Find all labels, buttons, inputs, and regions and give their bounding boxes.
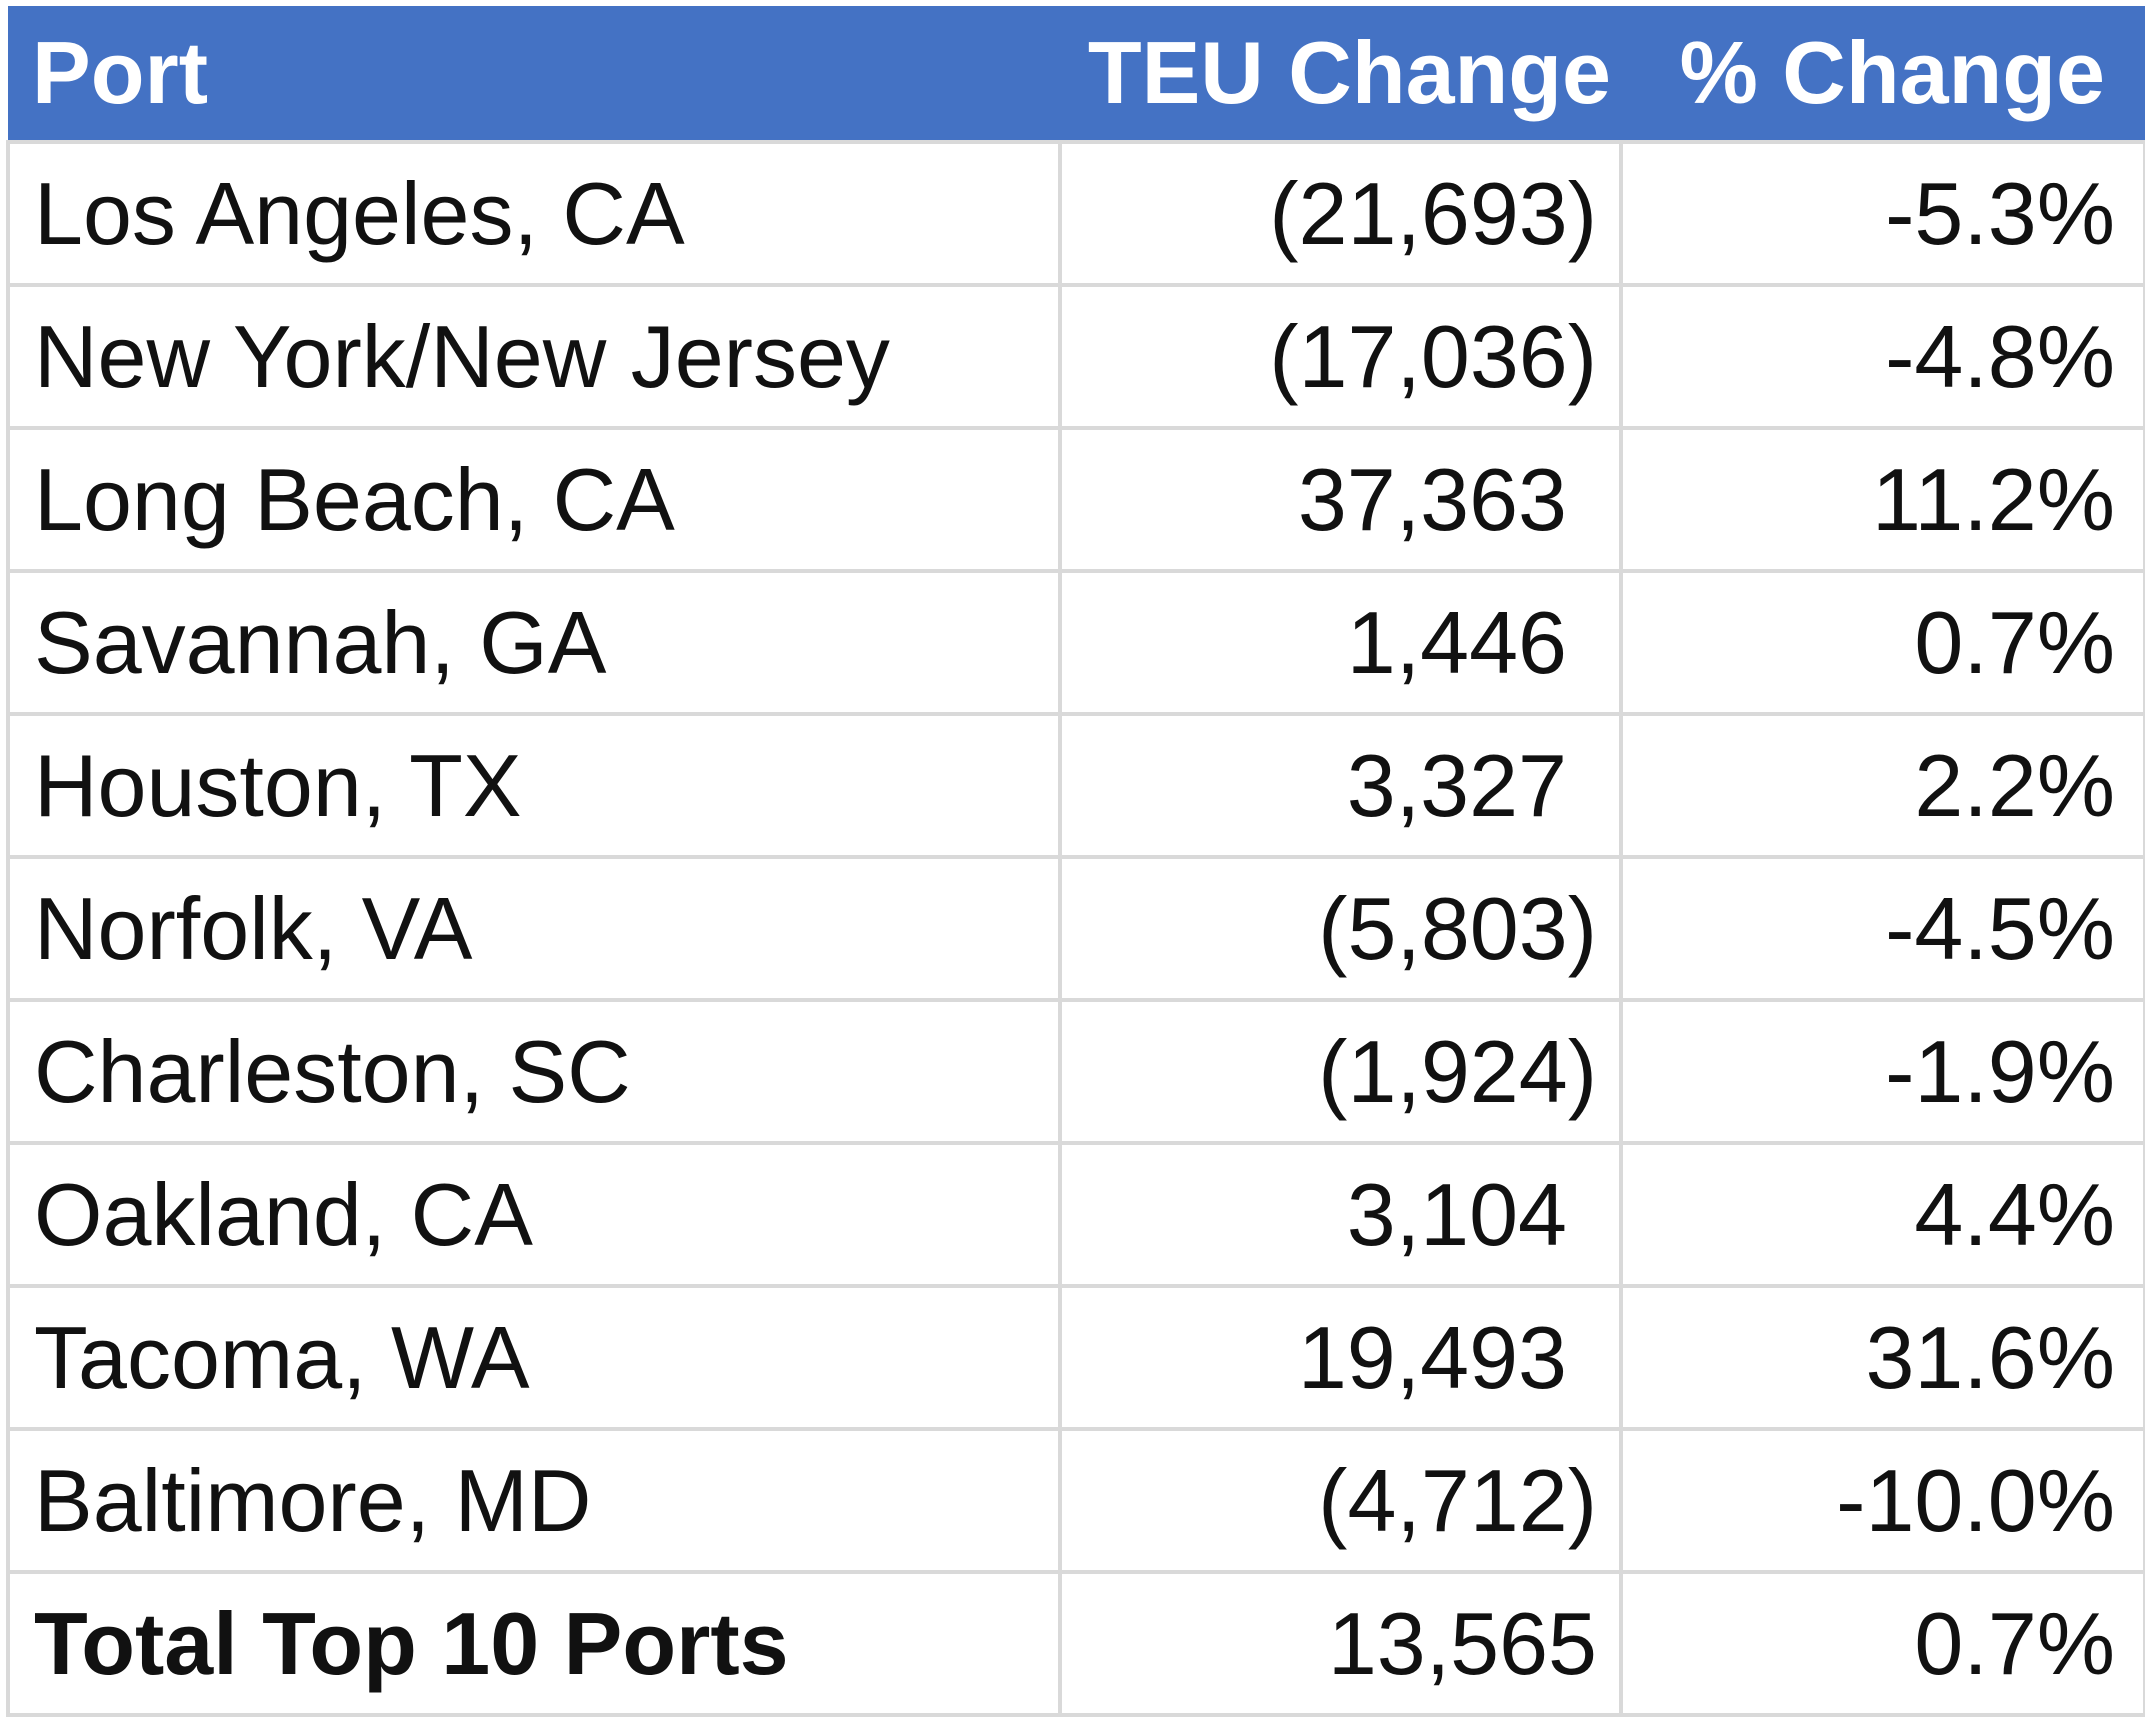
teu-change-cell: (4,712) [1058,1427,1623,1574]
table-row: Tacoma, WA 19,493 31.6% [6,1284,2145,1431]
pct-change-cell: 31.6% [1619,1284,2145,1431]
teu-change-cell: (5,803) [1058,855,1623,1002]
ports-table-container: Port TEU Change % Change Los Angeles, CA… [6,6,2145,1717]
table-row: Los Angeles, CA (21,693) -5.3% [6,140,2145,287]
table-row: Norfolk, VA (5,803) -4.5% [6,855,2145,1002]
ports-table: Port TEU Change % Change Los Angeles, CA… [6,6,2145,1717]
port-cell: Long Beach, CA [6,426,1062,573]
teu-change-cell: 3,327 [1058,712,1623,859]
teu-change-cell: (1,924) [1058,998,1623,1145]
pct-change-cell: 0.7% [1619,569,2145,716]
teu-change-cell: 1,446 [1058,569,1623,716]
table-row: Charleston, SC (1,924) -1.9% [6,998,2145,1145]
total-label: Total Top 10 Ports [6,1570,1062,1717]
port-cell: Charleston, SC [6,998,1062,1145]
teu-change-cell: 19,493 [1058,1284,1623,1431]
port-cell: New York/New Jersey [6,283,1062,430]
header-port: Port [8,6,1060,142]
table-row: Houston, TX 3,327 2.2% [6,712,2145,859]
teu-change-cell: (21,693) [1058,140,1623,287]
pct-change-cell: -1.9% [1619,998,2145,1145]
port-cell: Houston, TX [6,712,1062,859]
port-cell: Los Angeles, CA [6,140,1062,287]
pct-change-cell: -4.5% [1619,855,2145,1002]
port-cell: Norfolk, VA [6,855,1062,1002]
table-row: Long Beach, CA 37,363 11.2% [6,426,2145,573]
teu-change-cell: (17,036) [1058,283,1623,430]
table-row: New York/New Jersey (17,036) -4.8% [6,283,2145,430]
teu-change-cell: 37,363 [1058,426,1623,573]
total-teu-change: 13,565 [1058,1570,1623,1717]
pct-change-cell: -10.0% [1619,1427,2145,1574]
header-teu-change: TEU Change [1060,6,1621,142]
total-row: Total Top 10 Ports 13,565 0.7% [6,1570,2145,1717]
total-pct-change: 0.7% [1619,1570,2145,1717]
header-row: Port TEU Change % Change [8,6,2145,142]
table-row: Oakland, CA 3,104 4.4% [6,1141,2145,1288]
teu-change-cell: 3,104 [1058,1141,1623,1288]
port-cell: Tacoma, WA [6,1284,1062,1431]
pct-change-cell: 11.2% [1619,426,2145,573]
table-row: Savannah, GA 1,446 0.7% [6,569,2145,716]
pct-change-cell: -4.8% [1619,283,2145,430]
port-cell: Oakland, CA [6,1141,1062,1288]
pct-change-cell: -5.3% [1619,140,2145,287]
port-cell: Savannah, GA [6,569,1062,716]
pct-change-cell: 2.2% [1619,712,2145,859]
table-row: Baltimore, MD (4,712) -10.0% [6,1427,2145,1574]
pct-change-cell: 4.4% [1619,1141,2145,1288]
port-cell: Baltimore, MD [6,1427,1062,1574]
header-pct-change: % Change [1621,6,2145,142]
